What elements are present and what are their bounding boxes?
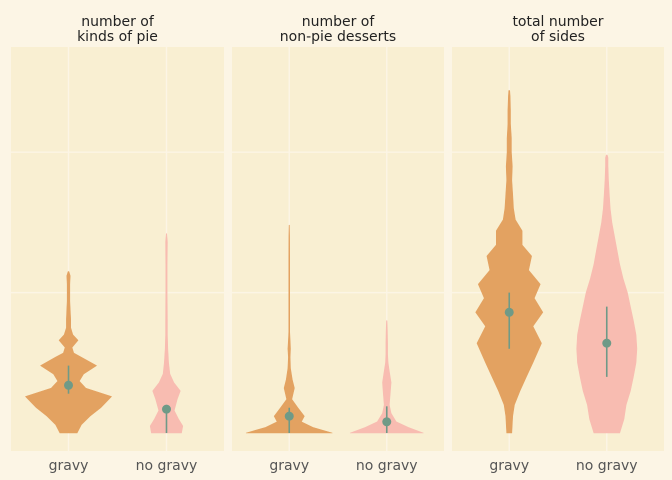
x-tick-label: gravy [49,458,89,474]
violin-no-gravy [349,320,424,434]
median-point [504,307,514,317]
panel-title: number of non-pie desserts [280,14,396,45]
violin-gravy [245,224,333,434]
panel-background [232,47,444,451]
median-point [284,411,294,421]
x-tick-label: no gravy [576,458,638,474]
violin-gravy [25,271,112,434]
violin-no-gravy [576,154,638,434]
panel-title-line: number of [81,14,155,30]
x-tick-label: no gravy [136,458,198,474]
panel-background [11,47,224,451]
panel-title: total number of sides [512,14,603,45]
x-tick-label: gravy [489,458,529,474]
violin-no-gravy [149,233,184,434]
panel-title: number of kinds of pie [77,14,158,45]
violin-gravy [475,90,544,434]
panel-title-line: of sides [531,29,585,45]
panel-title-line: kinds of pie [77,29,158,45]
median-point [161,404,171,414]
panel-1: number of kinds of pie gravy no gravy [11,14,224,474]
panel-title-line: non-pie desserts [280,29,396,45]
median-point [602,338,612,348]
panel-title-line: total number [512,14,603,30]
panel-background [452,47,664,451]
panel-2: number of non-pie desserts gravy no gravy [232,14,444,474]
x-tick-label: no gravy [356,458,418,474]
x-tick-label: gravy [269,458,309,474]
panel-3: total number of sides gravy no gravy [452,14,664,474]
median-point [64,380,74,390]
median-point [382,417,392,427]
panel-title-line: number of [302,14,376,30]
